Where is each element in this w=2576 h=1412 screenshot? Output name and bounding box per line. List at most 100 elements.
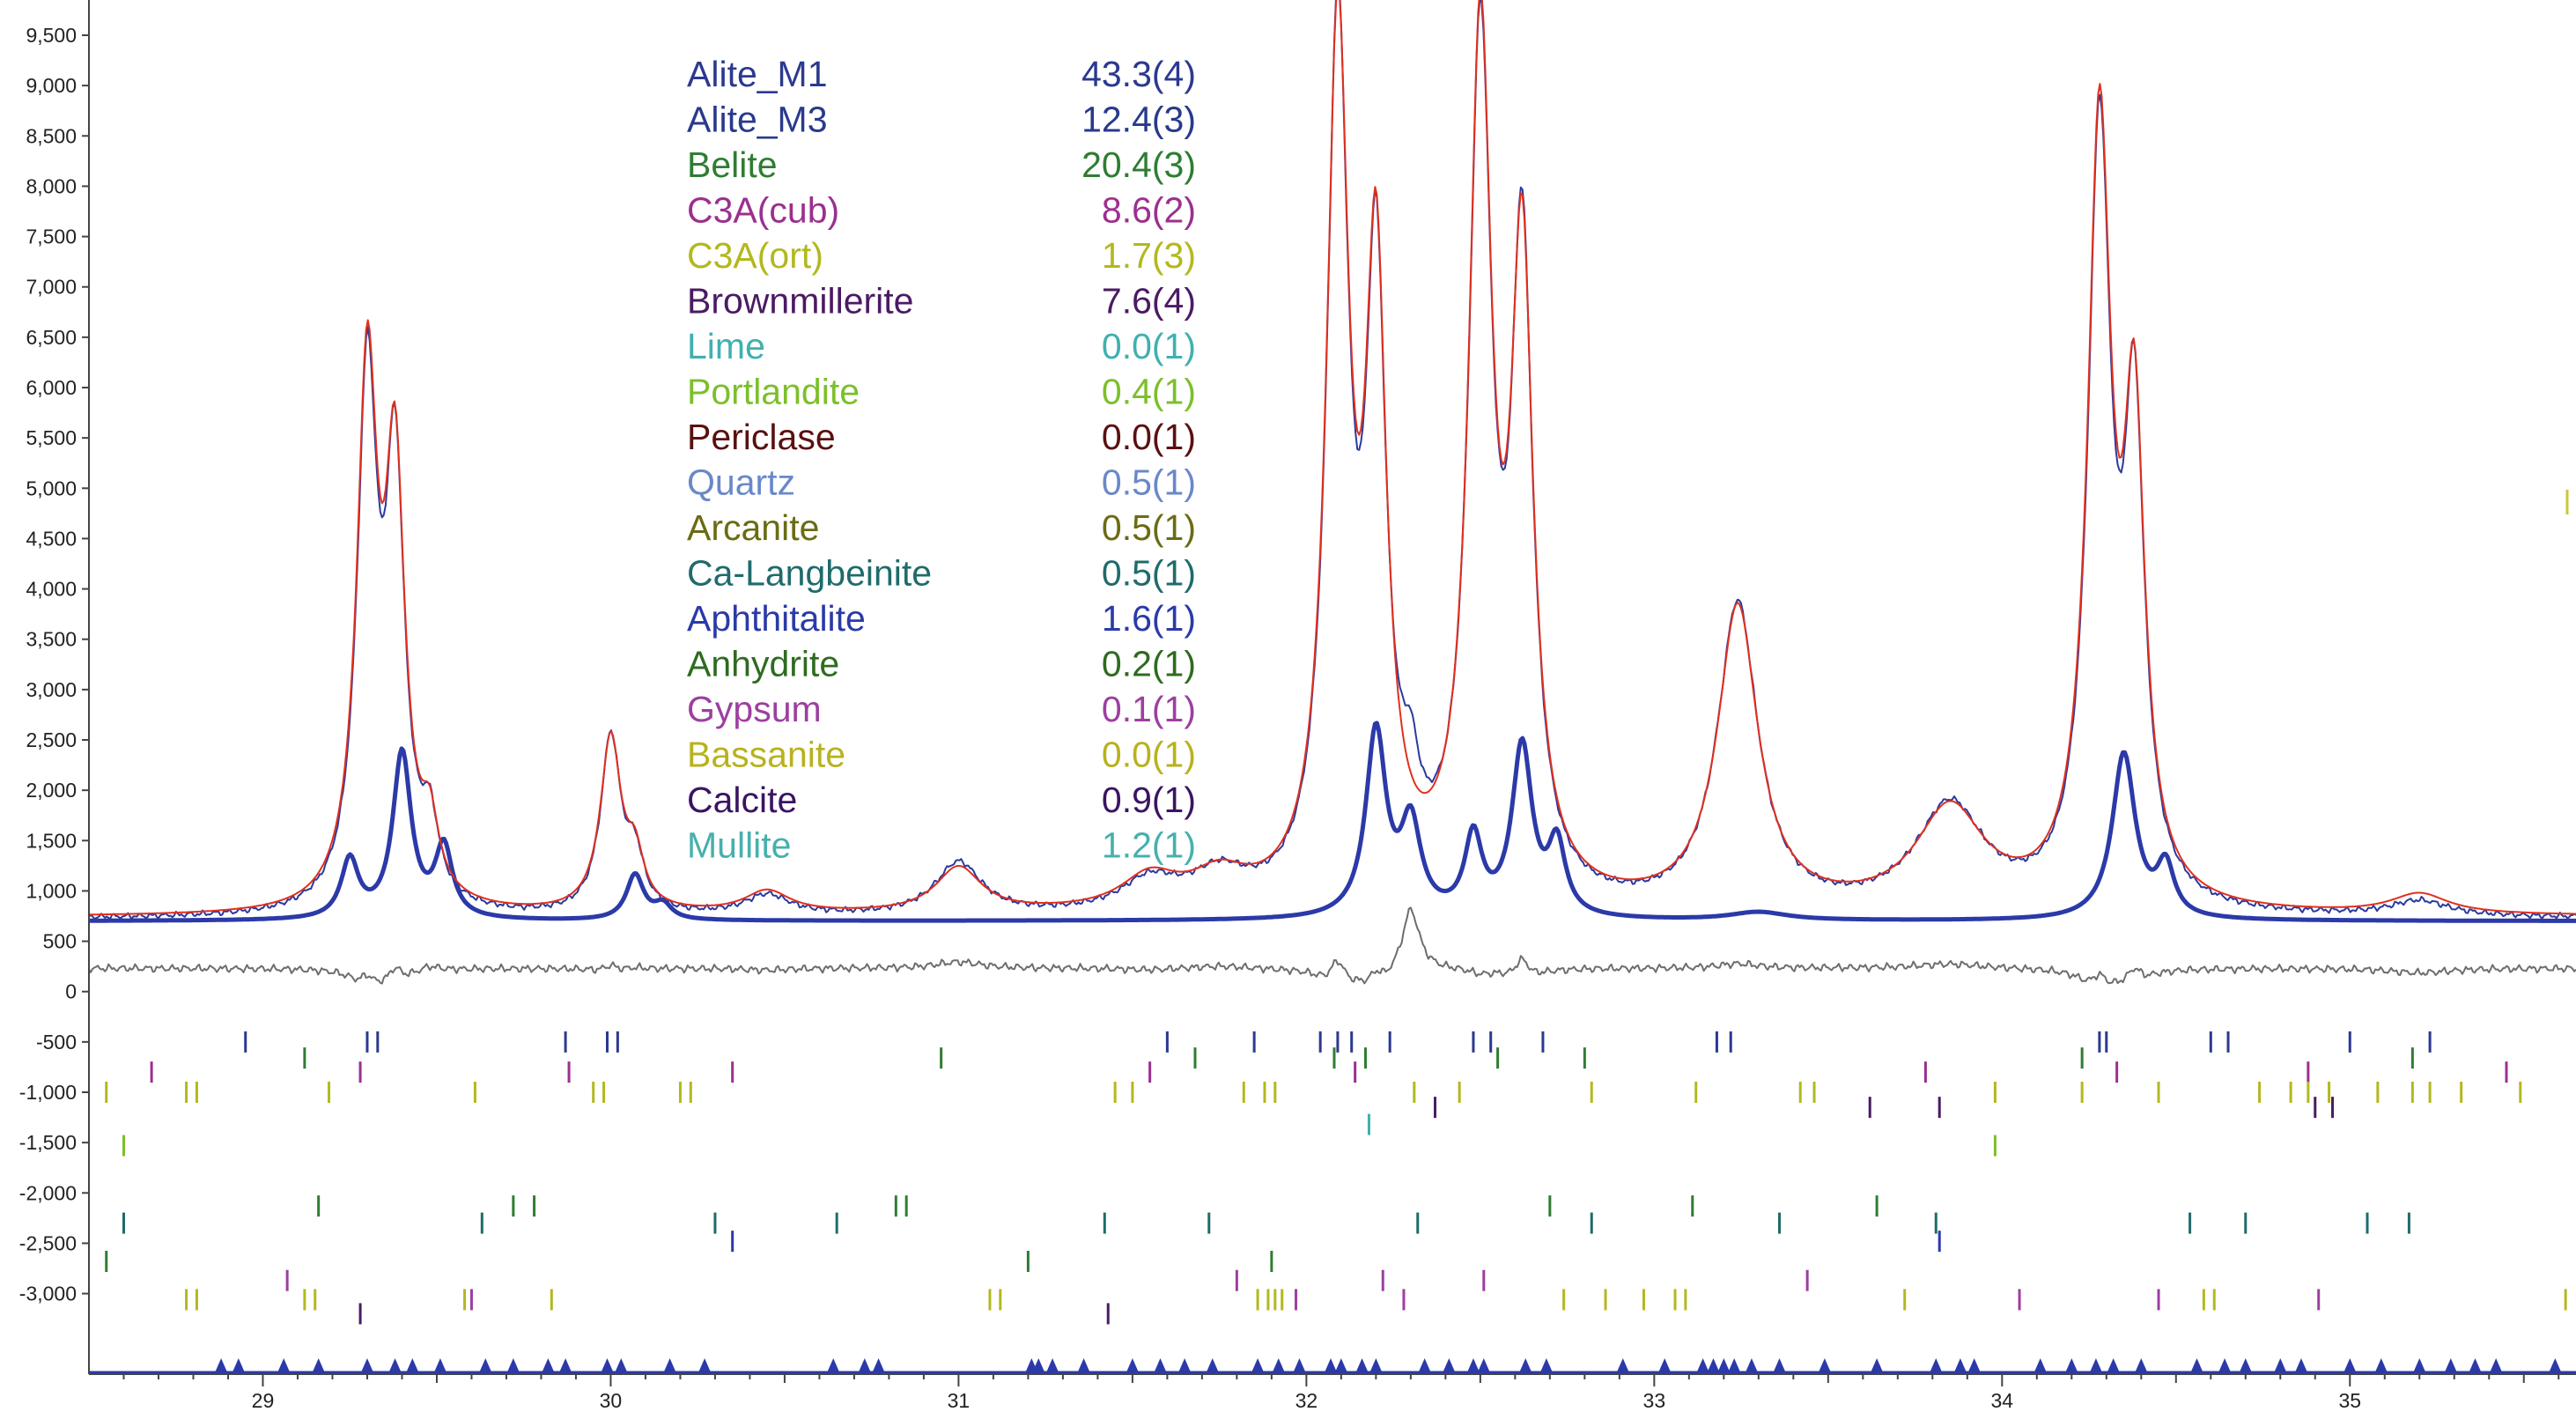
y-tick-label: 5,500 [26,426,77,449]
bottom-marker [2089,1358,2102,1372]
y-tick-label: -2,500 [19,1231,77,1254]
legend-phase-value: 0.2(1) [1102,644,1196,684]
y-tick-label: 500 [43,930,77,953]
bottom-marker [433,1358,447,1372]
legend-phase-name: Alite_M3 [687,100,828,140]
legend-phase-name: Lime [687,326,765,366]
legend-phase-value: 0.9(1) [1102,780,1196,820]
bottom-marker [1696,1358,1709,1372]
bottom-marker [277,1358,291,1372]
x-tick-label: 34 [1991,1389,2014,1412]
legend-phase-name: Aphthitalite [687,598,866,639]
bottom-reflection-markers [89,1358,2576,1374]
y-tick-label: 3,000 [26,678,77,701]
bottom-marker [872,1358,885,1372]
legend-phase-value: 20.4(3) [1081,144,1196,185]
bottom-marker [1251,1358,1265,1372]
bottom-marker [1206,1358,1219,1372]
bottom-marker [2413,1358,2426,1372]
bottom-marker [1519,1358,1532,1372]
y-tick-label: -3,000 [19,1283,77,1305]
bottom-marker [2033,1358,2047,1372]
legend-phase-value: 1.6(1) [1102,598,1196,639]
bottom-marker [827,1358,840,1372]
bottom-marker [1658,1358,1672,1372]
bottom-marker [1418,1358,1431,1372]
y-tick-label: 8,500 [26,124,77,147]
bottom-marker [1272,1358,1285,1372]
y-axis-ticks: 9,500 9,000 8,500 8,000 7,500 7,000 6,500 6,000… [19,24,89,1305]
legend-phase-name: Ca-Langbeinite [687,553,932,594]
bottom-marker [1154,1358,1167,1372]
bottom-marker [2218,1358,2232,1372]
bottom-marker [1871,1358,1884,1372]
bottom-marker [479,1358,492,1372]
bottom-marker [2135,1358,2148,1372]
y-tick-label: -1,000 [19,1081,77,1104]
legend-phase-value: 1.2(1) [1102,825,1196,866]
y-tick-label: 7,500 [26,225,77,248]
bottom-marker [1773,1358,1786,1372]
y-tick-label: -1,500 [19,1131,77,1154]
bottom-marker [2343,1358,2357,1372]
bottom-marker [232,1358,245,1372]
legend-phase-name: C3A(ort) [687,235,823,276]
x-tick-label: 35 [2338,1389,2361,1412]
y-tick-label: 0 [65,980,77,1003]
y-tick-label: 3,500 [26,628,77,651]
bottom-marker [1930,1358,1943,1372]
y-tick-label: 6,500 [26,326,77,349]
legend-phase-value: 0.5(1) [1102,462,1196,503]
phase-legend: Alite_M1 43.3(4) Alite_M3 12.4(3) Belite 20.4… [687,54,1196,866]
bottom-marker [406,1358,419,1372]
bottom-marker [1126,1358,1139,1372]
legend-phase-value: 8.6(2) [1102,190,1196,231]
bottom-marker [1616,1358,1629,1372]
y-tick-label: -2,000 [19,1181,77,1204]
bottom-marker [1477,1358,1490,1372]
bottom-marker [698,1358,712,1372]
legend-phase-value: 12.4(3) [1081,100,1196,140]
bottom-marker [1539,1358,1553,1372]
bottom-marker [1953,1358,1967,1372]
bottom-marker [2107,1358,2120,1372]
legend-phase-value: 0.0(1) [1102,735,1196,775]
bottom-marker [1707,1358,1720,1372]
legend-phase-name: Belite [687,144,778,185]
bottom-marker [2190,1358,2203,1372]
legend-phase-name: C3A(cub) [687,190,839,231]
bottom-marker [858,1358,871,1372]
bottom-marker [360,1358,373,1372]
bottom-marker [506,1358,520,1372]
y-tick-label: 9,500 [26,24,77,47]
bottom-marker [1369,1358,1383,1372]
legend-phase-name: Mullite [687,825,791,866]
bottom-marker [388,1358,402,1372]
bottom-marker [1334,1358,1347,1372]
legend-phase-value: 7.6(4) [1102,281,1196,322]
legend-phase-name: Gypsum [687,689,822,729]
legend-phase-value: 0.0(1) [1102,417,1196,457]
x-tick-label: 29 [252,1389,275,1412]
legend-phase-value: 43.3(4) [1081,54,1196,94]
legend-phase-name: Anhydrite [687,644,839,684]
bottom-marker [601,1358,614,1372]
legend-phase-name: Portlandite [687,372,860,412]
bottom-marker [2239,1358,2252,1372]
x-tick-label: 30 [600,1389,623,1412]
bottom-marker [2444,1358,2457,1372]
legend-phase-name: Calcite [687,780,797,820]
y-tick-label: 4,000 [26,578,77,601]
pattern-curves [88,0,2576,985]
bottom-marker [1032,1358,1045,1372]
y-tick-label: 1,000 [26,879,77,902]
legend-phase-value: 0.4(1) [1102,372,1196,412]
bottom-marker [1046,1358,1059,1372]
reflection-markers [105,1031,2567,1325]
y-tick-label: 7,000 [26,276,77,299]
bottom-marker [1745,1358,1758,1372]
y-tick-label: 2,000 [26,779,77,802]
bottom-marker [1728,1358,1741,1372]
calculated-curve [89,0,2576,916]
